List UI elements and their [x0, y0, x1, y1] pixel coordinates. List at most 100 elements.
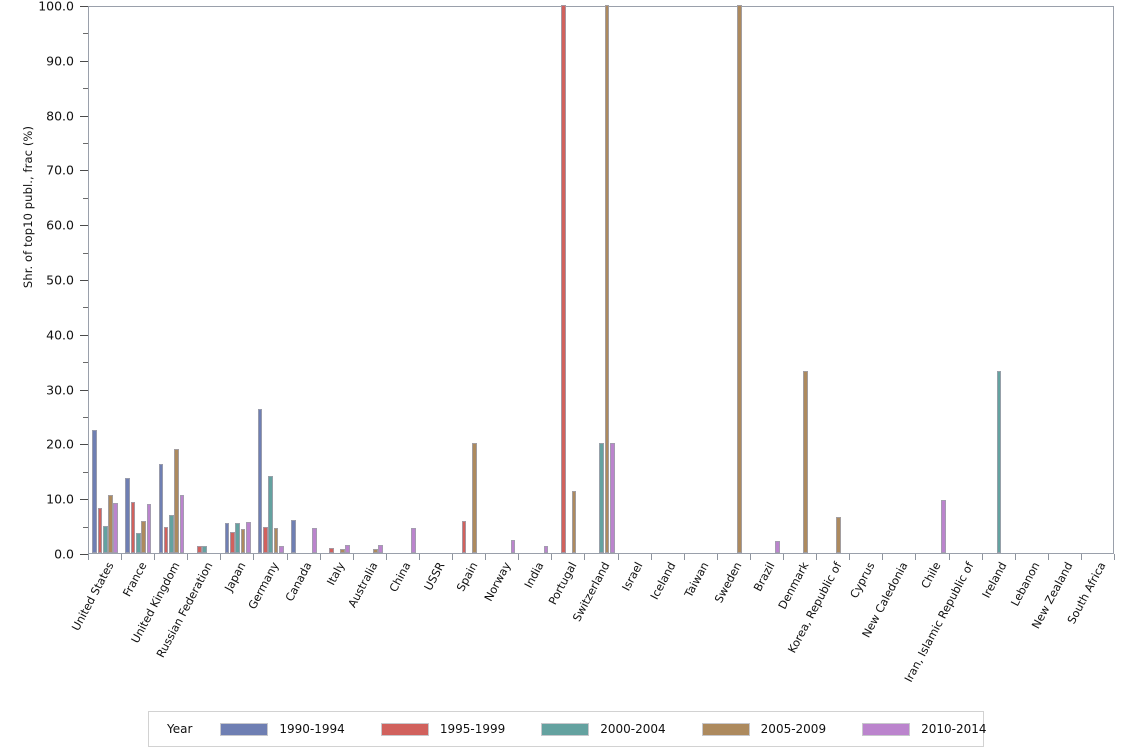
x-axis-category-label: Israel: [620, 560, 646, 593]
bar: [102, 525, 108, 553]
x-axis-category-label: Italy: [325, 560, 348, 588]
legend-item[interactable]: 1990-1994: [220, 722, 345, 736]
y-axis-minor-tick: [83, 88, 88, 90]
x-axis-category-label: France: [120, 560, 149, 599]
y-axis-tick-label: 20.0: [46, 436, 74, 452]
bar: [179, 494, 185, 553]
y-axis-minor-tick: [83, 526, 88, 528]
x-axis-tick: [849, 554, 851, 560]
y-axis-minor-tick: [83, 143, 88, 144]
x-axis-category-label-text: Denmark: [775, 560, 812, 612]
y-axis-minor-tick: [83, 197, 88, 199]
legend-item[interactable]: 1995-1999: [380, 722, 505, 736]
x-axis-tick: [253, 554, 255, 560]
x-axis-tick: [981, 554, 983, 560]
x-axis-tick: [88, 554, 89, 560]
x-axis-tick: [1114, 554, 1115, 560]
x-axis-category-label-text: Lebanon: [1008, 560, 1043, 609]
x-axis-category-label: Ireland: [980, 560, 1010, 600]
bar: [245, 522, 251, 553]
y-axis-tick: [80, 554, 88, 555]
x-axis-category-label-text: Australia: [346, 560, 381, 610]
y-axis-tick: [80, 499, 88, 501]
legend-item[interactable]: 2005-2009: [701, 722, 827, 736]
x-axis-category-label-text: Sweden: [712, 560, 745, 606]
x-axis-category-label: United States: [69, 560, 116, 633]
x-axis-tick: [319, 554, 321, 560]
y-axis-tick-label: 50.0: [46, 272, 74, 288]
x-axis-tick: [1014, 554, 1016, 560]
legend-item-label: 1990-1994: [279, 722, 345, 736]
x-axis-category-label-text: France: [120, 560, 150, 599]
bar: [472, 443, 477, 553]
x-axis-category-label-text: Iceland: [648, 560, 679, 602]
y-axis-tick-label: 80.0: [46, 108, 74, 124]
y-axis-tick-label: 100.0: [38, 0, 74, 14]
y-axis-tick: [80, 6, 88, 7]
x-axis-category-label-text: Canada: [283, 560, 315, 604]
y-axis-minor-tick: [83, 33, 88, 35]
x-axis-tick: [518, 554, 520, 560]
x-axis-tick: [121, 554, 123, 560]
bar: [229, 531, 235, 553]
legend-item-label: 2005-2009: [760, 722, 827, 736]
x-axis-category-label-text: Spain: [453, 560, 481, 594]
bar: [257, 409, 263, 553]
bar: [737, 5, 742, 553]
bar: [599, 443, 605, 553]
bar: [224, 523, 230, 553]
bar: [543, 546, 549, 553]
bar: [278, 545, 284, 553]
y-axis-tick-label: 40.0: [46, 327, 74, 343]
legend-item[interactable]: 2010-2014: [862, 722, 987, 736]
x-axis-category-label-text: Germany: [245, 560, 282, 612]
x-axis-category-label-text: Ireland: [979, 560, 1010, 601]
legend-color-swatch: [541, 722, 590, 736]
bar: [345, 545, 350, 553]
legend-title: Year: [167, 722, 193, 736]
x-axis-category-label: Denmark: [775, 560, 811, 612]
x-axis-category-label-text: Portugal: [546, 560, 580, 608]
x-axis-tick: [948, 554, 950, 560]
x-axis-tick: [485, 554, 487, 560]
bar: [268, 476, 274, 553]
bar: [510, 539, 516, 553]
y-axis-minor-tick: [83, 417, 88, 418]
x-axis-tick: [187, 554, 189, 560]
bar: [141, 520, 146, 553]
legend: Year 1990-1994 1995-1999 2000-2004 2005-200…: [148, 711, 987, 747]
bar: [273, 528, 279, 553]
bar: [329, 548, 334, 553]
y-axis-minor-tick: [83, 307, 88, 309]
x-axis-category-label: Chile: [919, 560, 944, 591]
bar: [372, 549, 378, 553]
x-axis-category-label: Japan: [222, 560, 248, 594]
bar: [263, 527, 268, 553]
x-axis-tick: [816, 554, 818, 560]
bar: [604, 5, 610, 553]
x-axis-category-label-text: Brazil: [751, 560, 778, 594]
x-axis-tick: [385, 554, 387, 560]
bar: [163, 527, 169, 553]
x-axis-category-label: China: [387, 560, 413, 594]
bar: [196, 546, 202, 553]
y-axis-tick-label: 90.0: [46, 53, 74, 69]
x-axis-category-label-text: Israel: [619, 560, 646, 594]
bar: [775, 540, 781, 553]
legend-item[interactable]: 2000-2004: [541, 722, 666, 736]
x-axis-tick: [452, 554, 454, 560]
bar: [339, 548, 345, 553]
y-axis-tick: [80, 170, 88, 172]
y-axis-tick: [80, 444, 88, 446]
legend-color-swatch: [701, 722, 750, 736]
bar: [609, 443, 615, 553]
y-axis-tick-label: 70.0: [46, 162, 74, 178]
x-axis-category-label: Germany: [246, 560, 282, 612]
y-axis-tick-label: 10.0: [46, 491, 74, 507]
bar: [158, 463, 164, 553]
x-axis-tick: [617, 554, 619, 560]
bar: [836, 517, 841, 553]
x-axis-category-label-text: Taiwan: [682, 560, 712, 600]
x-axis-tick: [154, 554, 156, 560]
